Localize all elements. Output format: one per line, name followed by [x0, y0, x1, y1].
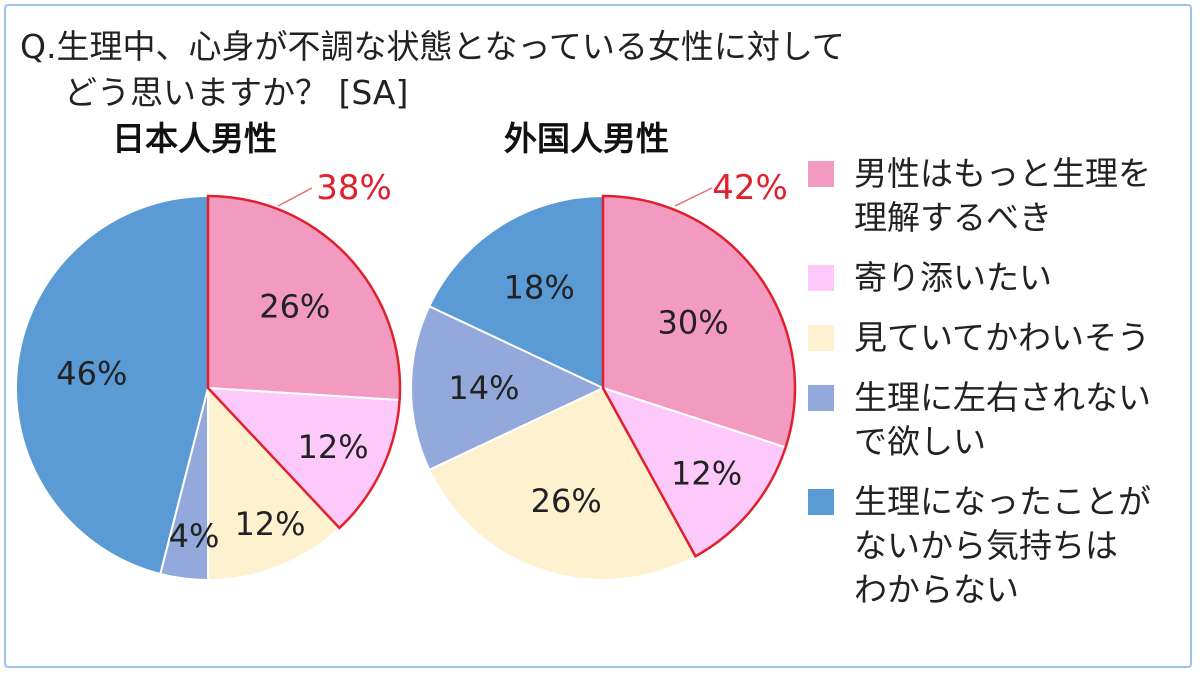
highlight-total-label-japanese-men: 38% — [316, 168, 392, 208]
legend-label: 見ていてかわいそう — [854, 318, 1151, 357]
legend-label: 男性はもっと生理を 理解するべき — [854, 154, 1151, 237]
legend: 男性はもっと生理を 理解するべき 寄り添いたい 見ていてかわいそう 生理に左右さ… — [806, 152, 1192, 628]
pie-slice-not-affected-foreign-men — [410, 304, 606, 472]
value-label-understand-japanese-men: 26% — [259, 288, 330, 326]
value-label-cannot-understand-japanese-men: 46% — [56, 354, 127, 392]
value-label-not-affected-foreign-men: 14% — [448, 369, 519, 407]
highlight-total-label-foreign-men: 42% — [712, 168, 788, 208]
pie-title-japanese-men: 日本人男性 — [112, 119, 277, 158]
legend-label: 生理になったことが ないから気持ちは わからない — [854, 482, 1151, 609]
value-label-pity-japanese-men: 12% — [234, 505, 305, 543]
value-label-not-affected-japanese-men: 4% — [169, 517, 220, 555]
legend-swatch — [806, 263, 836, 293]
legend-swatch — [806, 383, 836, 413]
pie-title-foreign-men: 外国人男性 — [504, 119, 669, 158]
legend-label: 生理に左右されない で欲しい — [854, 378, 1151, 461]
legend-swatch — [806, 323, 836, 353]
value-label-cannot-understand-foreign-men: 18% — [504, 268, 575, 306]
highlight-outline-japanese-men — [206, 194, 402, 530]
pie-slice-cannot-understand-japanese-men — [15, 194, 209, 576]
value-label-support-foreign-men: 12% — [671, 455, 742, 493]
highlight-leader-line-japanese-men — [277, 187, 313, 207]
legend-swatch — [806, 159, 836, 189]
legend-item-support: 寄り添いたい — [806, 256, 1192, 300]
legend-item-cannot-understand: 生理になったことが ないから気持ちは わからない — [806, 480, 1192, 612]
value-label-pity-foreign-men: 26% — [531, 482, 602, 520]
value-label-support-japanese-men: 12% — [298, 428, 369, 466]
legend-item-understand: 男性はもっと生理を 理解するべき — [806, 152, 1192, 240]
question-title-line-1: Q.生理中、心身が不調な状態となっている女性に対して — [20, 27, 845, 66]
legend-swatch — [806, 487, 836, 517]
pie-slice-pity-japanese-men — [207, 385, 341, 582]
legend-item-pity: 見ていてかわいそう — [806, 316, 1192, 360]
legend-label: 寄り添いたい — [854, 258, 1052, 297]
legend-item-not-affected: 生理に左右されない で欲しい — [806, 376, 1192, 464]
highlight-outline-foreign-men — [601, 194, 797, 558]
value-label-understand-foreign-men: 30% — [658, 304, 729, 342]
pie-slice-cannot-understand-foreign-men — [427, 194, 604, 390]
highlight-leader-line-foreign-men — [674, 187, 713, 207]
question-title-line-2: どう思いますか？ [SA] — [64, 73, 409, 112]
